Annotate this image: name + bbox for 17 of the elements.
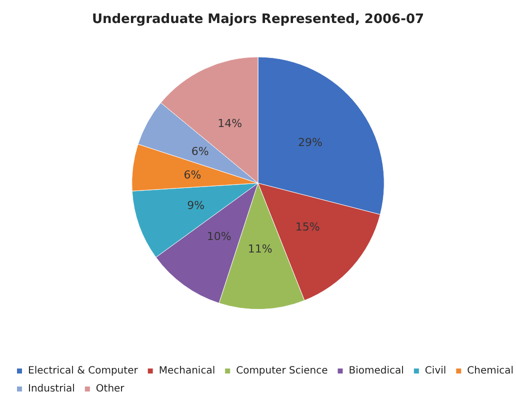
data-label: 6%: [184, 168, 202, 182]
chart-title: Undergraduate Majors Represented, 2006-07: [92, 12, 424, 27]
legend-label: Other: [96, 384, 126, 394]
legend-label: Computer Science: [236, 366, 328, 376]
legend-label: Industrial: [28, 384, 75, 394]
legend-label: Electrical & Computer: [28, 366, 139, 376]
legend-label: Mechanical: [158, 366, 216, 376]
data-label: 11%: [248, 242, 272, 256]
data-label: 29%: [298, 136, 322, 150]
data-label: 9%: [187, 199, 205, 212]
legend-label: Biomedical: [348, 366, 404, 376]
data-label: 10%: [206, 230, 232, 244]
data-label: 6%: [191, 144, 209, 158]
legend-label: Chemical: [467, 366, 514, 376]
data-label: 14%: [218, 116, 242, 130]
data-label: 15%: [295, 220, 320, 234]
legend-label: Civil: [424, 366, 446, 376]
